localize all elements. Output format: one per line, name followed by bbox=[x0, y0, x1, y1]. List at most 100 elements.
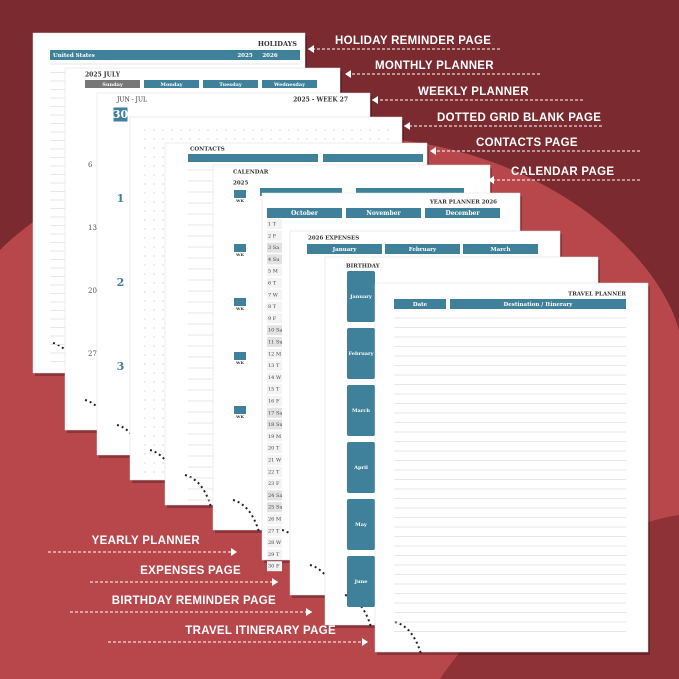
grid-dot bbox=[144, 156, 146, 158]
grid-dot bbox=[162, 129, 164, 131]
month-block bbox=[347, 499, 375, 550]
week-label: WK bbox=[235, 360, 244, 365]
day-label: 2 F bbox=[268, 233, 277, 239]
day-label: 20 T bbox=[268, 446, 280, 452]
grid-dot bbox=[144, 129, 146, 131]
callout-label: YEARLY PLANNER bbox=[92, 535, 201, 547]
callout-label: CALENDAR PAGE bbox=[511, 166, 614, 178]
grid-dot bbox=[162, 264, 164, 266]
grid-dot bbox=[162, 273, 164, 275]
grid-dot bbox=[144, 309, 146, 311]
page-title: HOLIDAYS bbox=[258, 40, 297, 48]
header-cell bbox=[203, 80, 258, 88]
day-label: 14 W bbox=[268, 375, 282, 381]
grid-dot bbox=[153, 291, 155, 293]
grid-dot bbox=[144, 408, 146, 410]
callout-label: WEEKLY PLANNER bbox=[418, 86, 529, 98]
page-title: BIRTHDAY bbox=[346, 264, 380, 270]
month-label: January bbox=[349, 294, 373, 300]
day-cell bbox=[267, 537, 282, 548]
grid-dot bbox=[162, 219, 164, 221]
month-header bbox=[234, 244, 246, 252]
day-cell bbox=[267, 419, 282, 430]
grid-dot bbox=[144, 336, 146, 338]
grid-dot bbox=[270, 138, 272, 140]
header-label: January bbox=[332, 247, 358, 253]
grid-dot bbox=[144, 435, 146, 437]
grid-dot bbox=[279, 138, 281, 140]
day-label: 4 Su bbox=[268, 257, 280, 263]
grid-dot bbox=[162, 444, 164, 446]
grid-dot bbox=[144, 372, 146, 374]
day-cell bbox=[267, 360, 282, 371]
grid-dot bbox=[162, 138, 164, 140]
grid-dot bbox=[144, 462, 146, 464]
grid-dot bbox=[234, 129, 236, 131]
header-bar bbox=[356, 188, 464, 196]
day-cell bbox=[267, 466, 282, 477]
grid-dot bbox=[387, 129, 389, 131]
header-bar bbox=[50, 50, 300, 60]
grid-dot bbox=[153, 282, 155, 284]
grid-dot bbox=[153, 273, 155, 275]
date-number: 3 bbox=[117, 360, 125, 373]
grid-dot bbox=[153, 264, 155, 266]
day-label: 12 M bbox=[268, 351, 281, 357]
grid-dot bbox=[144, 192, 146, 194]
day-cell bbox=[267, 561, 282, 572]
grid-dot bbox=[144, 138, 146, 140]
day-label: 19 M bbox=[268, 434, 281, 440]
grid-dot bbox=[162, 453, 164, 455]
grid-dot bbox=[360, 129, 362, 131]
grid-dot bbox=[144, 273, 146, 275]
grid-dot bbox=[144, 291, 146, 293]
grid-dot bbox=[144, 255, 146, 257]
grid-dot bbox=[153, 138, 155, 140]
column-label: 2026 bbox=[262, 53, 277, 59]
week-label: WK bbox=[235, 252, 244, 257]
arrow-head bbox=[488, 176, 494, 184]
grid-dot bbox=[306, 129, 308, 131]
grid-dot bbox=[153, 210, 155, 212]
header-bar bbox=[188, 154, 318, 162]
grid-dot bbox=[144, 165, 146, 167]
grid-dot bbox=[144, 381, 146, 383]
callout-label: MONTHLY PLANNER bbox=[375, 60, 494, 72]
grid-dot bbox=[162, 345, 164, 347]
grid-dot bbox=[144, 300, 146, 302]
grid-dot bbox=[144, 237, 146, 239]
day-label: 6 T bbox=[268, 281, 277, 287]
month-header bbox=[234, 406, 246, 414]
grid-dot bbox=[198, 129, 200, 131]
grid-dot bbox=[162, 246, 164, 248]
grid-dot bbox=[369, 138, 371, 140]
grid-dot bbox=[162, 210, 164, 212]
grid-dot bbox=[180, 138, 182, 140]
date-number: 20 bbox=[88, 287, 97, 295]
day-cell bbox=[267, 443, 282, 454]
grid-dot bbox=[153, 453, 155, 455]
grid-dot bbox=[144, 327, 146, 329]
grid-dot bbox=[153, 372, 155, 374]
day-label: 22 T bbox=[268, 469, 280, 475]
day-label: 29 T bbox=[268, 552, 280, 558]
grid-dot bbox=[360, 138, 362, 140]
day-label: 1 T bbox=[268, 222, 277, 228]
week-label: 2025 - WEEK 27 bbox=[293, 97, 348, 104]
date-number: 30 bbox=[113, 108, 129, 121]
grid-dot bbox=[153, 444, 155, 446]
arrow-head bbox=[306, 608, 312, 616]
grid-dot bbox=[162, 417, 164, 419]
page bbox=[374, 282, 649, 653]
grid-dot bbox=[225, 138, 227, 140]
date-number: 13 bbox=[88, 224, 97, 232]
grid-dot bbox=[351, 129, 353, 131]
grid-dot bbox=[153, 363, 155, 365]
date-number: 2 bbox=[117, 276, 125, 289]
header-cell bbox=[425, 208, 500, 218]
day-label: Monday bbox=[160, 82, 183, 88]
day-cell bbox=[267, 525, 282, 536]
day-label: 16 F bbox=[268, 399, 280, 405]
day-cell bbox=[267, 372, 282, 383]
